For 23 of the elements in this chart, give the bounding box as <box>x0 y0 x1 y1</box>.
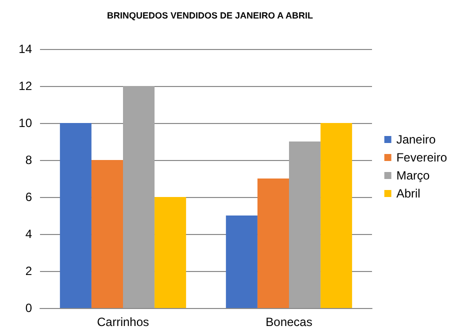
legend-label: Janeiro <box>396 132 436 146</box>
legend-label: Abril <box>396 186 420 200</box>
y-tick-label: 8 <box>25 153 32 167</box>
bar <box>320 123 352 308</box>
legend-label: Fevereiro <box>396 150 448 164</box>
legend-label: Março <box>396 168 430 182</box>
bar <box>60 123 92 308</box>
y-tick-label: 0 <box>25 301 32 315</box>
bar <box>91 160 123 308</box>
bar <box>257 178 289 308</box>
y-tick-label: 10 <box>18 116 32 130</box>
chart-title: BRINQUEDOS VENDIDOS DE JANEIRO A ABRIL <box>106 10 314 20</box>
bar <box>154 197 186 308</box>
bar <box>123 86 155 308</box>
y-tick-label: 2 <box>25 264 32 278</box>
y-tick-label: 6 <box>25 190 32 204</box>
y-tick-label: 14 <box>18 42 32 56</box>
bar <box>226 216 258 308</box>
x-tick-label: Bonecas <box>266 315 312 329</box>
bar <box>289 142 321 308</box>
y-tick-label: 4 <box>25 227 32 241</box>
y-tick-label: 12 <box>18 79 32 93</box>
x-tick-label: Carrinhos <box>96 315 150 329</box>
